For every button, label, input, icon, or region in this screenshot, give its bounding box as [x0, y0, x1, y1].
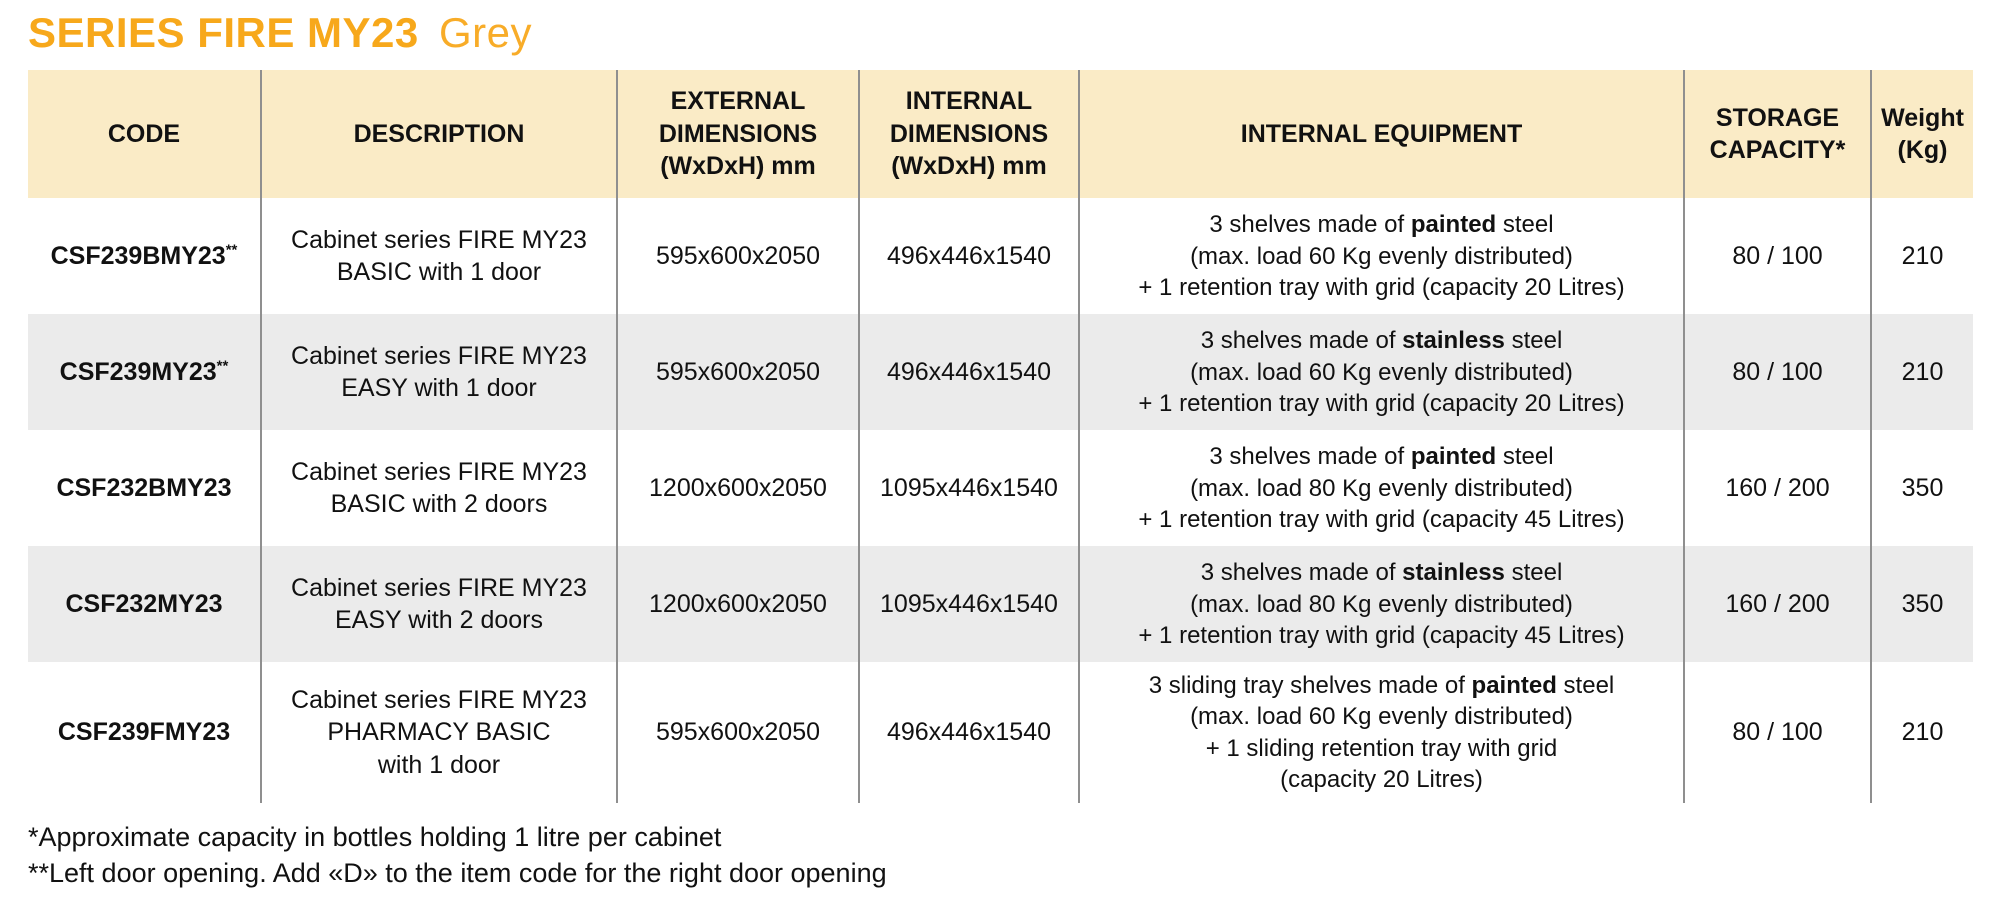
cell-internal-equipment: 3 shelves made of painted steel (max. loa…: [1080, 198, 1685, 315]
cell-storage-capacity: 160 / 200: [1685, 546, 1872, 663]
equipment-line: 3 sliding tray shelves made of painted s…: [1148, 672, 1615, 700]
equipment-line: (max. load 60 Kg evenly distributed): [1190, 703, 1573, 731]
equipment-line: (max. load 60 Kg evenly distributed): [1190, 242, 1573, 270]
table-row: CSF239BMY23** Cabinet series FIRE MY23 B…: [28, 198, 1973, 315]
header-description: DESCRIPTION: [262, 70, 618, 199]
cell-weight: 210: [1901, 718, 1944, 747]
cell-external-dimensions: 1200x600x2050: [618, 546, 860, 663]
equipment-line: (max. load 80 Kg evenly distributed): [1190, 590, 1573, 618]
table-row: CSF239FMY23 Cabinet series FIRE MY23 PHA…: [28, 662, 1973, 803]
cell-internal-equipment: 3 shelves made of painted steel (max. loa…: [1080, 430, 1685, 547]
cell-weight: 210: [1901, 241, 1944, 270]
table-row: CSF232MY23 Cabinet series FIRE MY23 EASY…: [28, 546, 1973, 663]
cell-internal-equipment: 3 sliding tray shelves made of painted s…: [1080, 662, 1685, 803]
table-row: CSF232BMY23 Cabinet series FIRE MY23 BAS…: [28, 430, 1973, 547]
footnotes: *Approximate capacity in bottles holding…: [28, 819, 2000, 892]
cell-internal-dimensions: 1095x446x1540: [860, 430, 1080, 547]
cell-storage-capacity: 80 / 100: [1685, 662, 1872, 803]
cell-internal-dimensions: 496x446x1540: [860, 314, 1080, 431]
table-row: CSF239MY23** Cabinet series FIRE MY23 EA…: [28, 314, 1973, 431]
product-code: CSF239FMY23: [57, 718, 231, 747]
cell-internal-dimensions: 1095x446x1540: [860, 546, 1080, 663]
table-header-row: CODE DESCRIPTION EXTERNAL DIMENSIONS (Wx…: [28, 70, 1973, 199]
equipment-line: (max. load 80 Kg evenly distributed): [1190, 474, 1573, 502]
header-weight: Weight (Kg): [1881, 103, 1964, 165]
equipment-line: 3 shelves made of painted steel: [1209, 211, 1554, 239]
cell-internal-equipment: 3 shelves made of stainless steel (max. l…: [1080, 314, 1685, 431]
product-code: CSF232MY23: [65, 589, 223, 618]
cell-weight: 210: [1901, 357, 1944, 386]
header-code: CODE: [28, 70, 262, 199]
equipment-line: + 1 retention tray with grid (capacity 2…: [1138, 389, 1625, 417]
header-internal-dimensions: INTERNAL DIMENSIONS (WxDxH) mm: [860, 70, 1080, 199]
equipment-line: (capacity 20 Litres): [1280, 765, 1483, 793]
equipment-line: + 1 retention tray with grid (capacity 4…: [1138, 505, 1625, 533]
equipment-line: + 1 retention tray with grid (capacity 2…: [1138, 273, 1625, 301]
cell-internal-dimensions: 496x446x1540: [860, 662, 1080, 803]
cell-internal-equipment: 3 shelves made of stainless steel (max. l…: [1080, 546, 1685, 663]
cell-description: Cabinet series FIRE MY23 EASY with 1 doo…: [262, 314, 618, 431]
equipment-line: 3 shelves made of painted steel: [1209, 443, 1554, 471]
cell-weight: 350: [1901, 589, 1944, 618]
product-spec-table: CODE DESCRIPTION EXTERNAL DIMENSIONS (Wx…: [28, 70, 1973, 803]
page-title-series: SERIES FIRE MY23: [28, 9, 419, 56]
cell-description: Cabinet series FIRE MY23 BASIC with 1 do…: [262, 198, 618, 315]
code-footnote-marker: **: [216, 357, 229, 375]
code-footnote-marker: **: [225, 241, 238, 259]
table-body: CSF239BMY23** Cabinet series FIRE MY23 B…: [28, 198, 1973, 803]
product-code: CSF232BMY23: [56, 473, 232, 502]
page-title: SERIES FIRE MY23 Grey: [28, 9, 2000, 56]
cell-code: CSF232MY23: [28, 546, 262, 663]
cell-code: CSF232BMY23: [28, 430, 262, 547]
cell-storage-capacity: 160 / 200: [1685, 430, 1872, 547]
equipment-line: + 1 sliding retention tray with grid: [1205, 734, 1558, 762]
header-storage-capacity: STORAGE CAPACITY*: [1685, 70, 1872, 199]
footnote-capacity: *Approximate capacity in bottles holding…: [28, 821, 722, 852]
cell-description: Cabinet series FIRE MY23 PHARMACY BASIC …: [262, 662, 618, 803]
cell-external-dimensions: 595x600x2050: [618, 314, 860, 431]
cell-storage-capacity: 80 / 100: [1685, 314, 1872, 431]
cell-external-dimensions: 595x600x2050: [618, 198, 860, 315]
product-code: CSF239MY23**: [59, 357, 229, 386]
cell-internal-dimensions: 496x446x1540: [860, 198, 1080, 315]
page-title-variant: Grey: [438, 9, 532, 56]
cell-description: Cabinet series FIRE MY23 EASY with 2 doo…: [262, 546, 618, 663]
cell-code: CSF239MY23**: [28, 314, 262, 431]
cell-description: Cabinet series FIRE MY23 BASIC with 2 do…: [262, 430, 618, 547]
cell-external-dimensions: 595x600x2050: [618, 662, 860, 803]
cell-weight: 350: [1901, 473, 1944, 502]
header-internal-equipment: INTERNAL EQUIPMENT: [1080, 70, 1685, 199]
product-code: CSF239BMY23**: [50, 241, 238, 270]
cell-external-dimensions: 1200x600x2050: [618, 430, 860, 547]
equipment-line: (max. load 60 Kg evenly distributed): [1190, 358, 1573, 386]
cell-code: CSF239BMY23**: [28, 198, 262, 315]
equipment-line: + 1 retention tray with grid (capacity 4…: [1138, 621, 1625, 649]
equipment-line: 3 shelves made of stainless steel: [1200, 327, 1563, 355]
footnote-door-opening: **Left door opening. Add «D» to the item…: [28, 858, 887, 889]
equipment-line: 3 shelves made of stainless steel: [1200, 559, 1563, 587]
cell-code: CSF239FMY23: [28, 662, 262, 803]
header-external-dimensions: EXTERNAL DIMENSIONS (WxDxH) mm: [618, 70, 860, 199]
cell-storage-capacity: 80 / 100: [1685, 198, 1872, 315]
